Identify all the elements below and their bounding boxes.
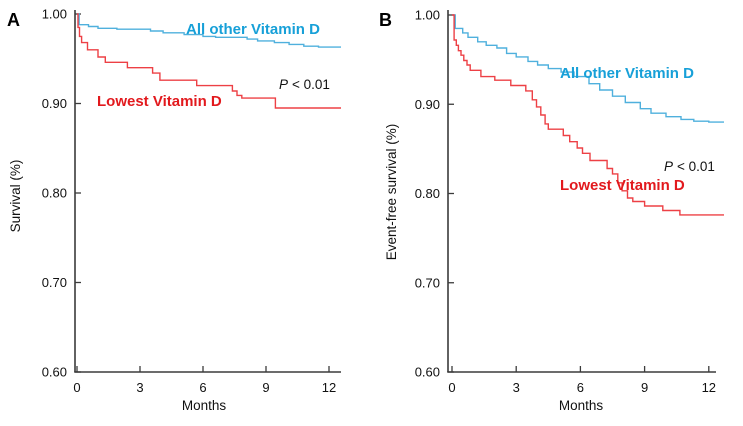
y-tick-label: 0.80 [42,186,67,201]
series-label-all-other: All other Vitamin D [560,65,694,82]
y-tick-label: 0.90 [415,97,440,112]
curve-all-other-vitamin-d [77,13,341,48]
curve-lowest-vitamin-d [452,14,724,216]
x-tick-label: 0 [73,380,80,395]
curve-lowest-vitamin-d [77,13,341,109]
axis-ticks: 1.00 0.90 0.80 0.70 0.60 0 3 6 9 12 [415,8,716,396]
p-symbol: P [279,77,288,92]
axis-ticks: 1.00 0.90 0.80 0.70 0.60 0 3 6 9 12 [42,7,337,396]
x-tick-label: 9 [641,380,648,395]
series-label-lowest: Lowest Vitamin D [560,177,685,194]
y-axis-title: Survival (%) [8,160,23,233]
survival-curves [77,13,341,109]
y-tick-label: 1.00 [42,7,67,22]
p-value-label: P < 0.01 [279,77,330,92]
x-tick-label: 12 [322,380,336,395]
x-tick-label: 12 [702,380,716,395]
y-tick-label: 0.70 [415,275,440,290]
panel-b-letter: B [379,10,392,30]
x-axis-title: Months [559,398,604,413]
y-tick-label: 0.90 [42,96,67,111]
x-tick-label: 3 [136,380,143,395]
y-tick-label: 0.80 [415,186,440,201]
y-tick-label: 1.00 [415,8,440,23]
y-tick-label: 0.70 [42,275,67,290]
series-label-all-other: All other Vitamin D [186,21,320,38]
panel-a-letter: A [7,10,20,30]
x-tick-label: 9 [262,380,269,395]
y-axis-title: Event-free survival (%) [384,124,399,261]
series-label-lowest: Lowest Vitamin D [97,93,222,110]
panel-b-chart: B 1.00 0.90 0.80 0.70 0.60 0 3 6 9 12 Event-free … [379,8,724,413]
y-tick-label: 0.60 [42,365,67,380]
x-tick-label: 6 [577,380,584,395]
x-tick-label: 6 [199,380,206,395]
p-symbol: P [664,159,673,174]
y-tick-label: 0.60 [415,365,440,380]
p-value-text: < 0.01 [677,159,715,174]
x-tick-label: 3 [513,380,520,395]
p-value-text: < 0.01 [292,77,330,92]
survival-curves [452,14,724,216]
panel-a-chart: A 1.00 0.90 0.80 0.70 0.60 0 3 6 9 12 Survival (%… [7,7,341,413]
x-axis-title: Months [182,398,227,413]
curve-all-other-vitamin-d [452,14,724,123]
x-tick-label: 0 [448,380,455,395]
p-value-label: P < 0.01 [664,159,715,174]
